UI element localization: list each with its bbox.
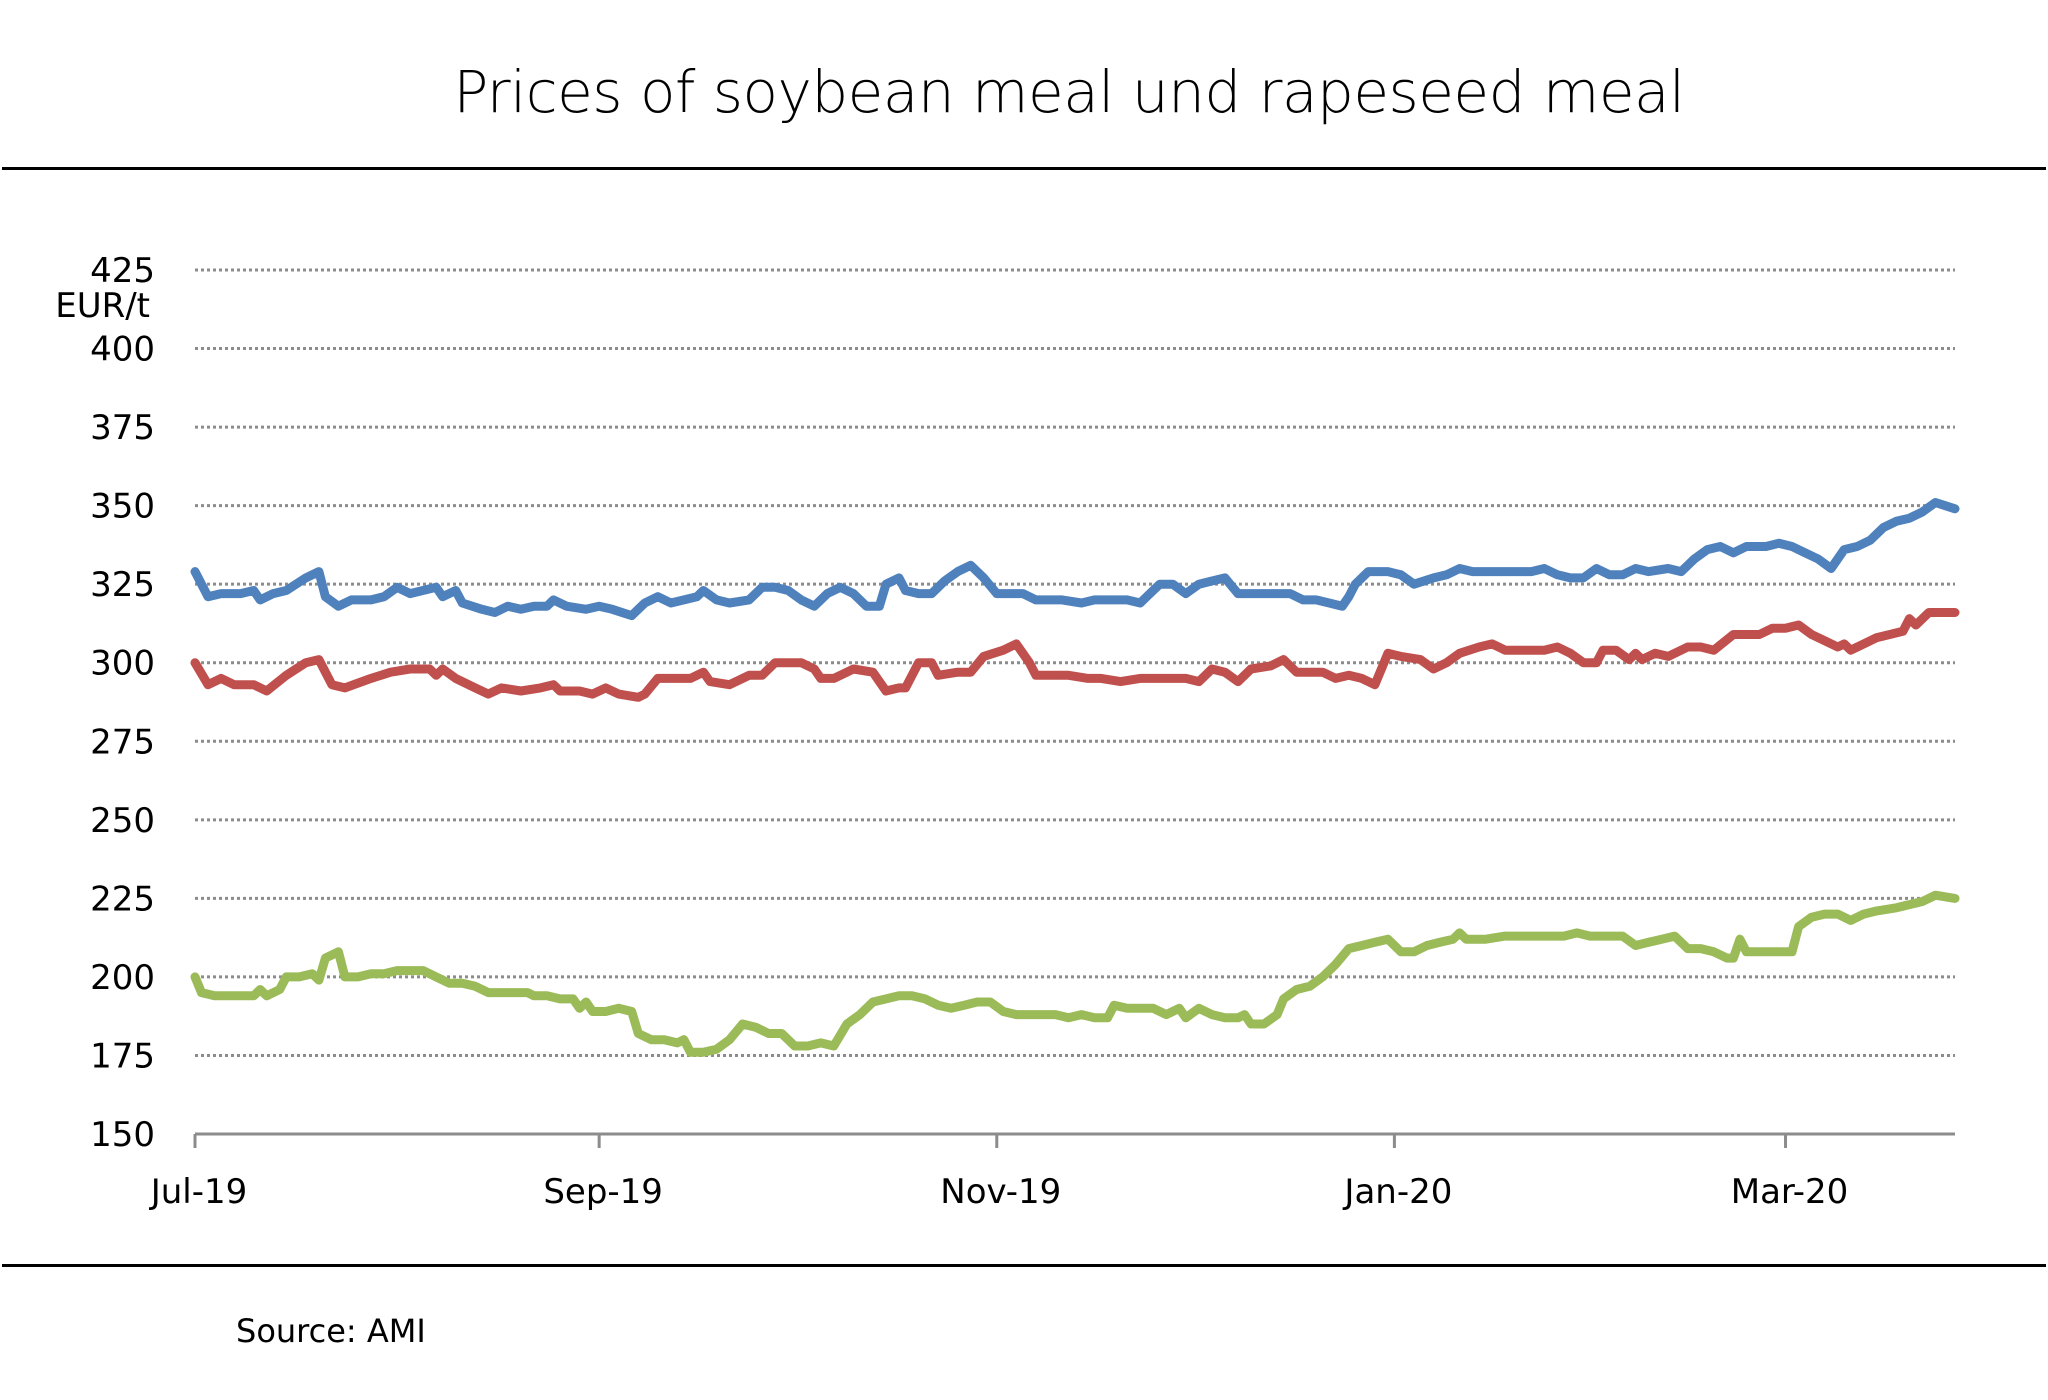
y-tick-label: 425	[90, 251, 155, 291]
y-tick-label: 300	[90, 644, 155, 684]
x-tick-label: Sep-19	[543, 1172, 663, 1212]
series-lines	[190, 498, 1960, 1057]
y-tick-labels: 150 175 200 225 250 275 300 325 350 375 400 425	[90, 251, 155, 1155]
x-tick-label: Nov-19	[940, 1172, 1061, 1212]
y-tick-label: 350	[90, 487, 155, 527]
y-tick-label: 175	[90, 1036, 155, 1076]
y-tick-label: 250	[90, 801, 155, 841]
x-tick-label: Jul-19	[149, 1172, 248, 1212]
series-line-0	[190, 608, 1960, 702]
y-tick-label: 275	[90, 722, 155, 762]
series-line-2	[190, 890, 1960, 1057]
series-line-1	[190, 498, 1960, 621]
bottom-divider	[2, 1264, 2046, 1267]
x-tick-label: Mar-20	[1731, 1172, 1849, 1212]
top-divider	[2, 167, 2046, 170]
y-tick-label: 400	[90, 330, 155, 370]
x-tick-label: Jan-20	[1342, 1172, 1452, 1212]
gridlines	[195, 268, 1955, 1057]
source-note: Source: AMI	[236, 1312, 426, 1350]
y-tick-label: 325	[90, 565, 155, 605]
y-tick-label: 375	[90, 408, 155, 448]
axes	[193, 1132, 1955, 1148]
y-tick-label: 150	[90, 1115, 155, 1155]
y-axis-unit: EUR/t	[55, 286, 150, 326]
x-tick-labels: Jul-19 Sep-19 Nov-19 Jan-20 Mar-20	[149, 1172, 1849, 1212]
y-tick-label: 225	[90, 879, 155, 919]
y-tick-label: 200	[90, 958, 155, 998]
chart-title: Prices of soybean meal und rapeseed meal	[453, 58, 1685, 126]
